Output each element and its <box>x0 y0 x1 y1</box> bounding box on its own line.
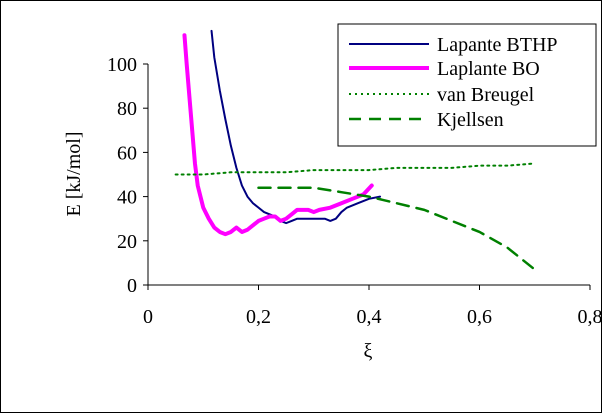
series-line-kjellsen <box>259 188 535 270</box>
legend-label-kjellsen: Kjellsen <box>437 109 504 131</box>
x-tick-label: 0,4 <box>357 306 382 328</box>
y-tick-label: 80 <box>117 98 137 120</box>
legend: Lapante BTHP Laplante BO van Breugel Kje… <box>338 24 596 146</box>
legend-label-laplante-bo: Laplante BO <box>437 58 540 80</box>
x-axis-label: ξ <box>364 340 373 362</box>
series-line-van-breugel <box>176 163 535 174</box>
y-tick-label: 60 <box>117 142 137 164</box>
legend-label-lapante-bthp: Lapante BTHP <box>437 34 558 56</box>
y-axis-ticks: 0 20 40 60 80 100 <box>107 54 148 297</box>
x-tick-label: 0,8 <box>578 306 602 328</box>
x-tick-label: 0,2 <box>246 306 271 328</box>
x-axis-ticks: 0 0,2 0,4 0,6 0,8 <box>143 285 602 328</box>
y-tick-label: 20 <box>117 231 137 253</box>
y-tick-label: 40 <box>117 187 137 209</box>
legend-label-van-breugel: van Breugel <box>437 84 535 106</box>
x-tick-label: 0,6 <box>467 306 492 328</box>
y-axis-label: E [kJ/mol] <box>63 132 85 217</box>
x-tick-label: 0 <box>143 306 153 328</box>
y-tick-label: 100 <box>107 54 137 76</box>
y-tick-label: 0 <box>127 275 137 297</box>
